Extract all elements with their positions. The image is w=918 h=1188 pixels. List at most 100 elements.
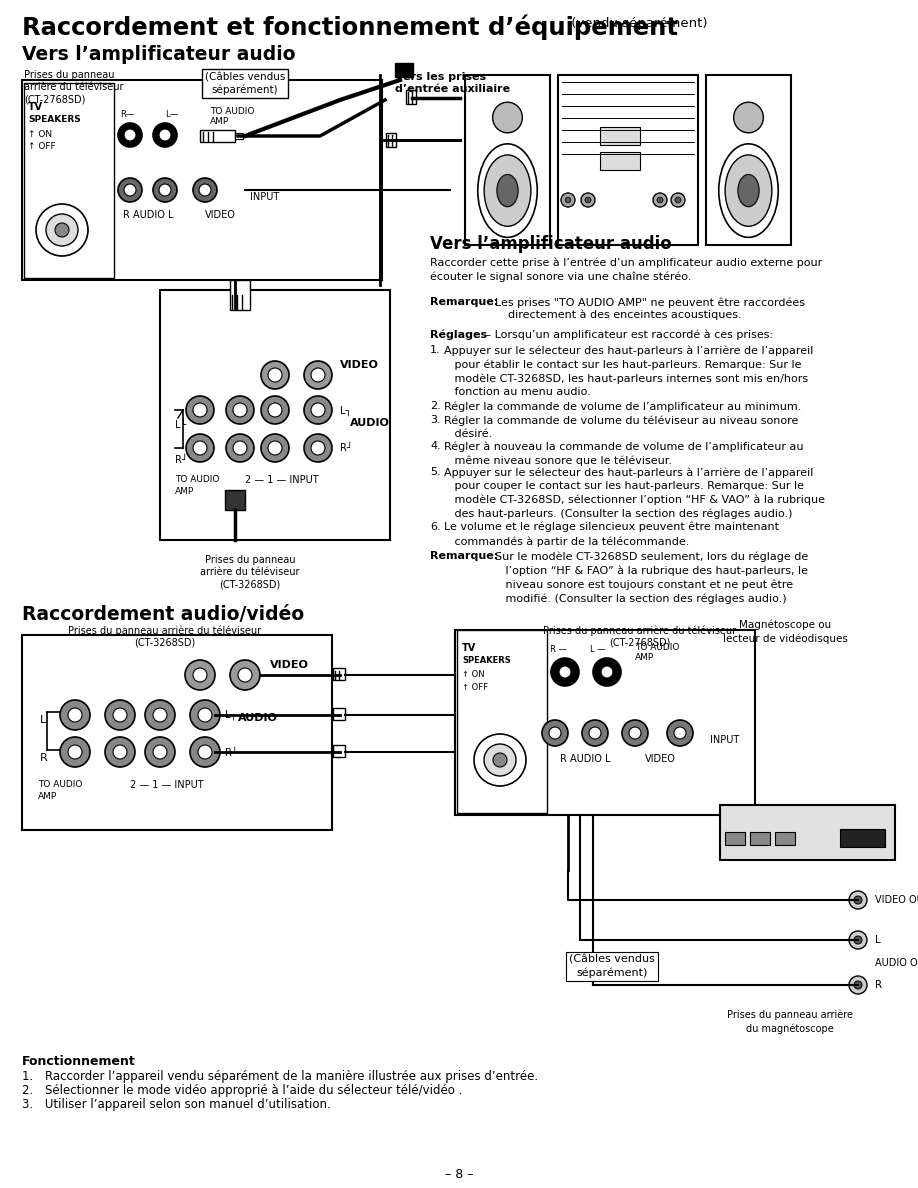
Text: 4.: 4.: [430, 441, 441, 451]
Bar: [333, 745, 345, 757]
Text: Raccordement audio/vidéo: Raccordement audio/vidéo: [22, 605, 304, 624]
Circle shape: [233, 403, 247, 417]
Circle shape: [190, 700, 220, 729]
Circle shape: [268, 368, 282, 383]
Text: TO AUDIO
AMP: TO AUDIO AMP: [210, 107, 254, 126]
Circle shape: [238, 668, 252, 682]
Text: R: R: [40, 753, 48, 763]
Bar: [725, 832, 745, 845]
Text: 2 — 1 — INPUT: 2 — 1 — INPUT: [130, 781, 204, 790]
Circle shape: [105, 700, 135, 729]
Bar: [160, 290, 390, 541]
Ellipse shape: [477, 144, 537, 238]
Circle shape: [582, 720, 608, 746]
Text: – 8 –: – 8 –: [444, 1168, 474, 1181]
Circle shape: [193, 178, 217, 202]
Text: R┘: R┘: [225, 748, 238, 758]
Circle shape: [667, 720, 693, 746]
Text: L—: L—: [165, 110, 178, 119]
Circle shape: [849, 977, 867, 994]
Circle shape: [185, 661, 215, 690]
Text: AMP: AMP: [175, 487, 195, 497]
Text: Vers les prises
d’entrée auxiliaire: Vers les prises d’entrée auxiliaire: [395, 72, 510, 94]
Text: directement à des enceintes acoustiques.: directement à des enceintes acoustiques.: [508, 310, 742, 321]
Bar: [386, 133, 396, 147]
Text: R—: R—: [120, 110, 134, 119]
Text: Prises du panneau arrière
du magnétoscope: Prises du panneau arrière du magnétoscop…: [727, 1010, 853, 1034]
Ellipse shape: [725, 154, 772, 226]
Circle shape: [193, 441, 207, 455]
Circle shape: [589, 727, 601, 739]
Text: 5.: 5.: [430, 467, 441, 478]
Text: Les prises "TO AUDIO AMP" ne peuvent être raccordées: Les prises "TO AUDIO AMP" ne peuvent êtr…: [495, 297, 805, 308]
Ellipse shape: [493, 102, 522, 133]
Circle shape: [226, 396, 254, 424]
Circle shape: [118, 178, 142, 202]
Text: TO AUDIO: TO AUDIO: [38, 781, 83, 789]
Text: TV: TV: [28, 102, 43, 112]
Bar: [457, 630, 547, 813]
Circle shape: [113, 708, 127, 722]
Text: R┘: R┘: [175, 455, 188, 465]
Text: VIDEO: VIDEO: [205, 210, 235, 220]
Circle shape: [268, 403, 282, 417]
Bar: [24, 83, 114, 278]
Text: 2 — 1 — INPUT: 2 — 1 — INPUT: [245, 475, 319, 485]
Text: Le volume et le réglage silencieux peuvent être maintenant
   commandés à partir: Le volume et le réglage silencieux peuve…: [444, 522, 779, 546]
Bar: [225, 489, 245, 510]
Text: Remarque:: Remarque:: [430, 297, 498, 307]
Circle shape: [153, 708, 167, 722]
Circle shape: [674, 727, 686, 739]
Circle shape: [261, 396, 289, 424]
Ellipse shape: [719, 144, 778, 238]
Circle shape: [159, 129, 171, 141]
Text: 2. Sélectionner le mode vidéo approprié à l’aide du sélecteur télé/vidéo .: 2. Sélectionner le mode vidéo approprié …: [22, 1083, 463, 1097]
Text: Régler à nouveau la commande de volume de l’amplificateur au
   même niveau sono: Régler à nouveau la commande de volume d…: [444, 441, 803, 466]
Circle shape: [153, 745, 167, 759]
Text: TO AUDIO: TO AUDIO: [175, 475, 219, 484]
Bar: [200, 129, 235, 143]
Circle shape: [849, 931, 867, 949]
Circle shape: [153, 178, 177, 202]
Circle shape: [46, 214, 78, 246]
Circle shape: [854, 981, 862, 988]
Text: Remarque:: Remarque:: [430, 551, 498, 561]
Circle shape: [55, 223, 69, 236]
Ellipse shape: [497, 175, 518, 207]
Text: SPEAKERS: SPEAKERS: [462, 656, 510, 665]
Ellipse shape: [738, 175, 759, 207]
Bar: [720, 805, 895, 860]
Text: L└: L└: [175, 421, 186, 430]
Text: AUDIO: AUDIO: [350, 418, 390, 428]
Text: Fonctionnement: Fonctionnement: [22, 1055, 136, 1068]
Circle shape: [193, 403, 207, 417]
Text: Sur le modèle CT-3268SD seulement, lors du réglage de
   l’option “HF & FAO” à l: Sur le modèle CT-3268SD seulement, lors …: [495, 551, 808, 604]
Circle shape: [193, 668, 207, 682]
Text: Prises du panneau
arrière du téléviseur
(CT-3268SD): Prises du panneau arrière du téléviseur …: [200, 555, 300, 589]
Text: ↑ OFF: ↑ OFF: [462, 683, 488, 691]
Circle shape: [118, 124, 142, 147]
Text: SPEAKERS: SPEAKERS: [28, 115, 81, 124]
Text: R┘: R┘: [340, 443, 353, 453]
Circle shape: [124, 129, 136, 141]
Text: (Câbles vendus
séparément): (Câbles vendus séparément): [569, 955, 655, 978]
Bar: [706, 75, 791, 245]
Circle shape: [304, 396, 332, 424]
Text: (Câbles vendus
séparément): (Câbles vendus séparément): [205, 72, 285, 95]
Text: Prises du panneau arrière du téléviseur
(CT-3268SD): Prises du panneau arrière du téléviseur …: [69, 625, 262, 647]
Text: 6.: 6.: [430, 522, 441, 532]
Circle shape: [549, 727, 561, 739]
Circle shape: [601, 666, 613, 678]
Text: Prises du panneau arrière du téléviseur
(CT-2768SD): Prises du panneau arrière du téléviseur …: [543, 625, 736, 647]
Text: TO AUDIO
AMP: TO AUDIO AMP: [635, 643, 679, 663]
Circle shape: [261, 361, 289, 388]
Circle shape: [474, 734, 526, 786]
Text: ↑ ON: ↑ ON: [462, 670, 485, 680]
Circle shape: [542, 720, 568, 746]
Circle shape: [190, 737, 220, 767]
Text: Raccorder cette prise à l’entrée d’un amplificateur audio externe pour
écouter l: Raccorder cette prise à l’entrée d’un am…: [430, 257, 823, 282]
Circle shape: [124, 184, 136, 196]
Circle shape: [484, 744, 516, 776]
Text: 3.: 3.: [430, 415, 441, 425]
Text: R —: R —: [550, 645, 567, 655]
